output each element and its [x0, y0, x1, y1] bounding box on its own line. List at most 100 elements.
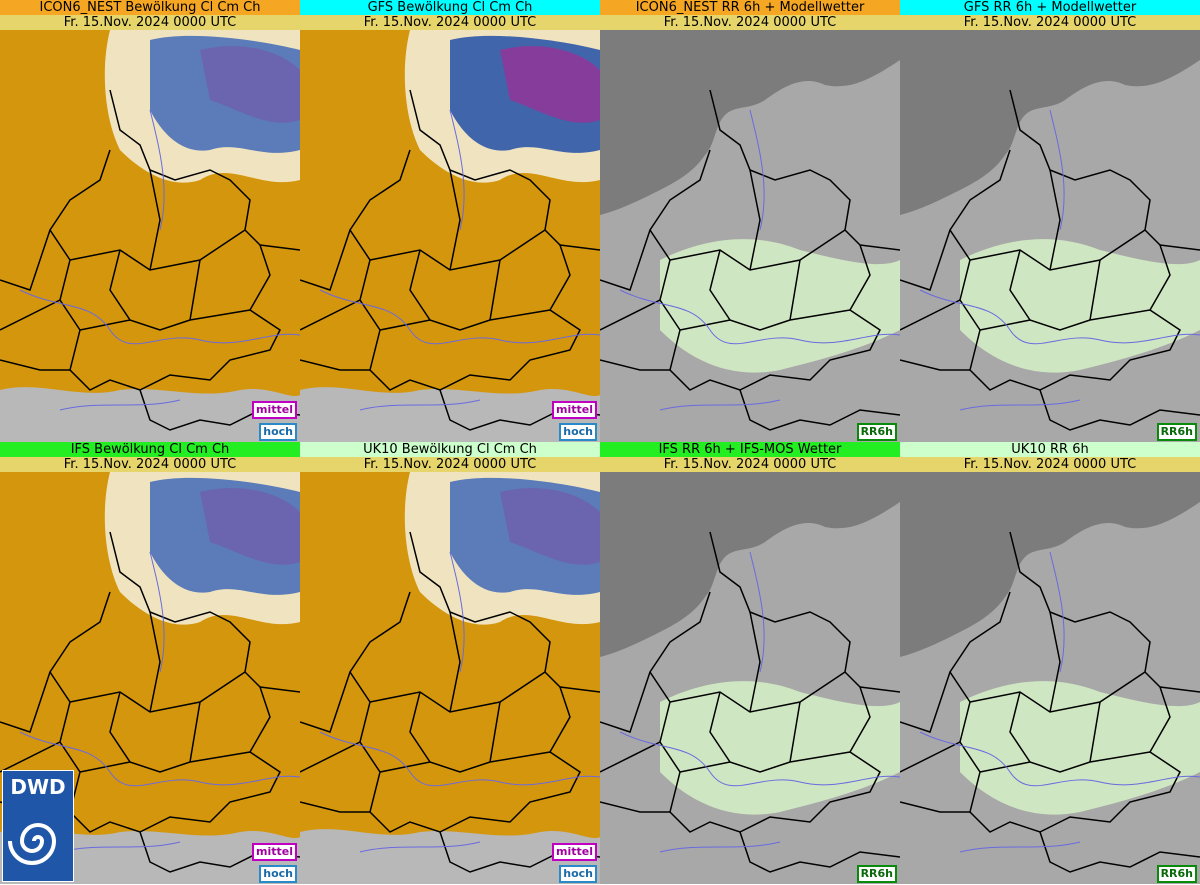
map — [300, 472, 600, 884]
border — [739, 831, 900, 873]
panel-title: IFS Bewölkung Cl Cm Ch — [0, 442, 300, 457]
river — [619, 731, 900, 787]
precip-area — [960, 239, 1200, 373]
border — [979, 751, 1151, 773]
sea — [900, 472, 1200, 657]
panel-title: GFS Bewölkung Cl Cm Ch — [300, 0, 600, 15]
legend-tag: mittel — [252, 401, 297, 419]
high-cloud — [450, 477, 600, 595]
river — [749, 109, 765, 231]
border — [789, 701, 801, 763]
border — [1159, 244, 1200, 251]
border — [789, 259, 801, 321]
panel-date: Fr. 15.Nov. 2024 0000 UTC — [600, 457, 900, 472]
river — [449, 109, 465, 231]
legend-tag: RR6h — [856, 865, 897, 883]
border — [149, 611, 161, 713]
border — [449, 169, 461, 271]
border — [600, 359, 670, 371]
border — [189, 259, 201, 321]
legend-tag: hoch — [559, 865, 597, 883]
border — [0, 741, 61, 773]
border — [1089, 701, 1101, 763]
sea — [600, 472, 900, 657]
border — [600, 229, 651, 291]
panel-title: IFS RR 6h + IFS-MOS Wetter — [600, 442, 900, 457]
sea — [600, 30, 900, 215]
border — [259, 244, 300, 251]
border — [300, 229, 351, 291]
border — [900, 741, 961, 773]
map — [600, 30, 900, 442]
border — [979, 309, 1151, 331]
high-cloud — [150, 477, 300, 595]
border — [189, 701, 201, 763]
border — [900, 801, 970, 813]
panel-date: Fr. 15.Nov. 2024 0000 UTC — [900, 15, 1200, 30]
sea — [900, 30, 1200, 215]
border — [900, 229, 951, 291]
border — [1009, 691, 1031, 763]
precip-area — [960, 681, 1200, 815]
border — [149, 169, 161, 271]
legend-tag: mittel — [552, 401, 597, 419]
high-cloud — [150, 35, 300, 153]
border — [949, 531, 1181, 833]
border — [259, 686, 300, 693]
map-panel: ICON6_NEST Bewölkung Cl Cm Ch Fr. 15.Nov.… — [0, 0, 300, 442]
legend-tag: mittel — [552, 843, 597, 861]
panel-date: Fr. 15.Nov. 2024 0000 UTC — [0, 457, 300, 472]
river — [619, 289, 900, 345]
panel-title: UK10 Bewölkung Cl Cm Ch — [300, 442, 600, 457]
river — [149, 551, 165, 673]
map — [0, 30, 300, 442]
map — [300, 30, 600, 442]
map-panel: ICON6_NEST RR 6h + Modellwetter Fr. 15.No… — [600, 0, 900, 442]
deep-cloud — [200, 46, 300, 123]
map-panel: UK10 RR 6h Fr. 15.Nov. 2024 0000 UTC RR6h — [900, 442, 1200, 884]
border — [349, 89, 581, 391]
river — [359, 841, 481, 853]
river — [959, 399, 1081, 411]
border — [600, 801, 670, 813]
border — [0, 299, 61, 331]
border — [300, 741, 361, 773]
river — [59, 399, 181, 411]
border — [0, 359, 70, 371]
panel-date: Fr. 15.Nov. 2024 0000 UTC — [300, 457, 600, 472]
map-panel: UK10 Bewölkung Cl Cm Ch Fr. 15.Nov. 2024 … — [300, 442, 600, 884]
dwd-logo: DWD — [2, 770, 74, 882]
deep-cloud — [200, 488, 300, 565]
map — [900, 472, 1200, 884]
border — [859, 244, 900, 251]
river — [359, 399, 481, 411]
map-panel: GFS RR 6h + Modellwetter Fr. 15.Nov. 2024… — [900, 0, 1200, 442]
river — [919, 289, 1200, 345]
border — [559, 686, 600, 693]
deep-cloud — [500, 488, 600, 565]
river — [319, 289, 600, 345]
border — [749, 169, 761, 271]
border — [600, 299, 661, 331]
border — [600, 671, 651, 733]
precip-area — [660, 681, 900, 815]
legend-tag: hoch — [259, 865, 297, 883]
border — [679, 751, 851, 773]
border — [900, 299, 961, 331]
border — [949, 89, 1181, 391]
border — [0, 671, 51, 733]
clear-area — [0, 829, 300, 884]
border — [559, 244, 600, 251]
precip-area — [660, 239, 900, 373]
border — [79, 751, 251, 773]
border — [49, 89, 281, 391]
river — [19, 731, 300, 787]
border — [349, 531, 581, 833]
border — [1089, 259, 1101, 321]
border — [600, 741, 661, 773]
border — [489, 259, 501, 321]
map-panel: IFS RR 6h + IFS-MOS Wetter Fr. 15.Nov. 20… — [600, 442, 900, 884]
legend-tag: hoch — [559, 423, 597, 441]
clear-area — [300, 829, 600, 884]
border — [379, 751, 551, 773]
